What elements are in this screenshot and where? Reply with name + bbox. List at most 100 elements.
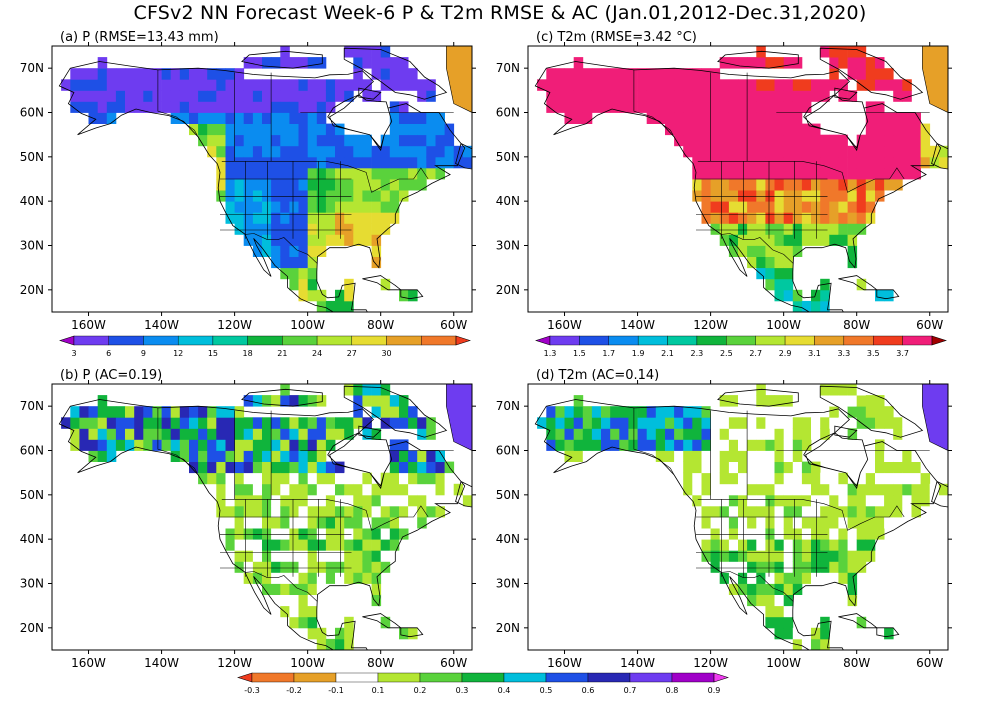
field-cell: [637, 68, 648, 80]
field-cell: [884, 289, 894, 302]
field-cell: [728, 483, 739, 496]
field-cell: [875, 406, 885, 418]
field-cell: [747, 245, 757, 257]
field-cell: [262, 583, 272, 595]
field-cell: [719, 517, 730, 529]
field-cell: [88, 428, 98, 440]
field-cell: [820, 300, 830, 312]
field-cell: [380, 517, 391, 529]
field-cell: [838, 57, 848, 69]
field-cell: [88, 79, 98, 91]
field-cell: [207, 112, 217, 124]
field-cell: [555, 101, 565, 113]
field-cell: [399, 179, 409, 191]
field-cell: [252, 417, 263, 429]
field-cell: [280, 112, 290, 124]
field-cell: [820, 234, 830, 246]
field-cell: [811, 90, 821, 102]
field-cell: [298, 79, 308, 91]
field-cell: [692, 145, 702, 158]
field-cell: [811, 572, 821, 584]
field-cell: [289, 234, 299, 246]
field-cell: [783, 190, 794, 202]
field-cell: [271, 123, 281, 136]
field-cell: [564, 406, 574, 418]
field-cell: [765, 112, 775, 124]
island-coast: [931, 480, 948, 508]
field-cell: [674, 123, 684, 136]
field-cell: [591, 68, 602, 80]
field-cell: [674, 461, 684, 474]
field-cell: [756, 101, 766, 113]
field-cell: [307, 439, 318, 451]
field-cell: [243, 101, 254, 113]
field-cell: [655, 417, 666, 429]
field-cell: [692, 134, 702, 147]
colorbar-arrow-high: [931, 335, 947, 346]
field-cell: [674, 90, 684, 102]
field-cell: [728, 234, 739, 246]
field-cell: [289, 439, 299, 451]
colorbar-label: 15: [208, 349, 218, 358]
field-cell: [738, 145, 748, 158]
field-cell: [838, 572, 848, 584]
field-cell: [555, 417, 565, 429]
lat-label: 40N: [20, 194, 44, 208]
field-cell: [728, 201, 739, 213]
field-cell: [692, 123, 702, 136]
field-cell: [307, 561, 318, 573]
field-cell: [838, 212, 848, 224]
island-coast: [931, 142, 948, 170]
field-cell: [601, 90, 611, 102]
field-cell: [801, 212, 812, 224]
field-cell: [801, 517, 812, 529]
field-cell: [307, 472, 318, 485]
field-cell: [289, 395, 299, 407]
field-cell: [362, 223, 372, 235]
field-cell: [719, 572, 730, 584]
field-cell: [389, 450, 400, 462]
field-cell: [271, 223, 281, 235]
field-cell: [280, 134, 290, 147]
field-cell: [765, 201, 775, 213]
field-cell: [774, 494, 784, 507]
field-cell: [399, 461, 409, 474]
field-cell: [380, 57, 391, 69]
field-cell: [417, 494, 427, 507]
colorbar-segment: [503, 672, 547, 683]
field-cell: [811, 428, 821, 440]
island-coast: [358, 425, 382, 438]
field-cell: [747, 583, 757, 595]
field-cell: [371, 156, 382, 169]
field-cell: [701, 179, 711, 191]
field-cell: [316, 101, 327, 113]
field-cell: [902, 472, 912, 485]
field-cell: [783, 472, 794, 485]
field-cell: [316, 461, 327, 474]
field-cell: [344, 638, 354, 650]
field-cell: [665, 68, 675, 80]
coastlines: [534, 47, 948, 312]
field-cell: [683, 450, 693, 462]
field-cell: [289, 550, 299, 562]
field-cell: [838, 90, 848, 102]
field-cell: [801, 90, 812, 102]
field-cell: [856, 517, 867, 529]
field-cell: [271, 583, 281, 595]
field-cell: [380, 145, 391, 158]
field-cell: [747, 156, 757, 169]
field-cell: [601, 68, 611, 80]
greenland-coast: [922, 384, 948, 451]
field-cell: [884, 461, 894, 474]
field-cell: [399, 134, 409, 147]
field-cell: [243, 483, 254, 496]
field-cell: [234, 517, 245, 529]
field-cell: [371, 594, 382, 607]
field-cell: [847, 594, 858, 607]
lat-label: 70N: [496, 61, 520, 75]
field-cell: [774, 289, 784, 302]
field-cell: [801, 201, 812, 213]
field-cell: [637, 439, 648, 451]
field-cell: [701, 134, 711, 147]
field-cell: [683, 461, 693, 474]
